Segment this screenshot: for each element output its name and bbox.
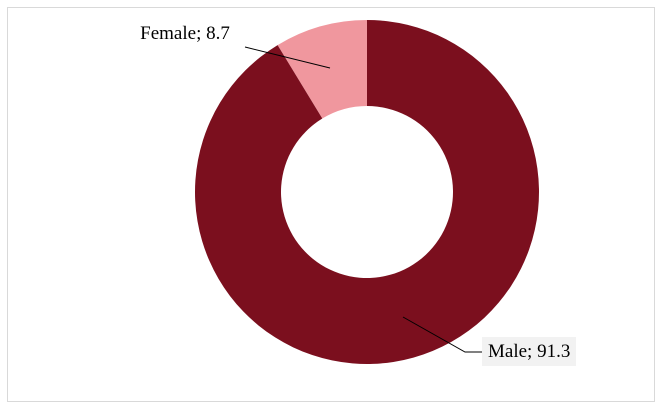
data-label: Female; 8.7 <box>140 23 230 44</box>
slice <box>277 20 367 119</box>
leader-line <box>244 46 331 69</box>
slice <box>195 20 539 364</box>
leader-line <box>402 316 482 353</box>
slices <box>195 20 539 364</box>
data-label: Male; 91.3 <box>482 337 577 366</box>
